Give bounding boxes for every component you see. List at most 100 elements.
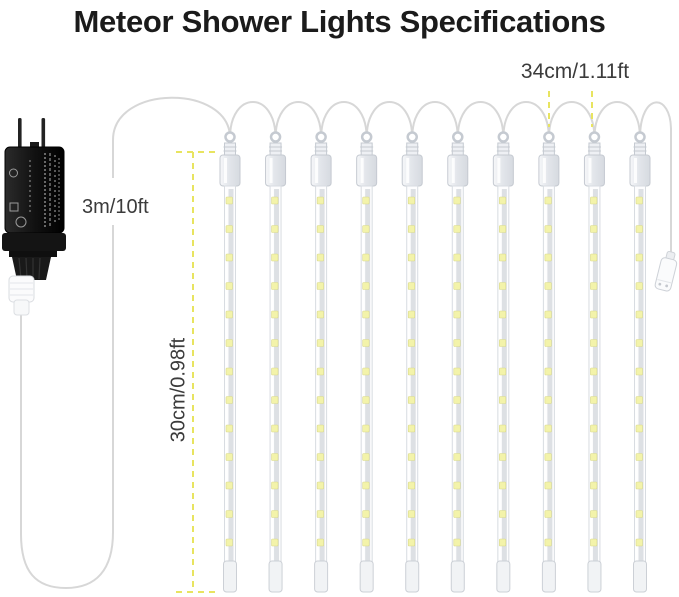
led-chip xyxy=(635,538,643,547)
tube-spacing-label: 34cm/1.11ft xyxy=(520,60,630,83)
hanging-ring xyxy=(269,131,282,143)
cable-arc xyxy=(274,101,323,139)
light-tube xyxy=(401,131,423,593)
led-chip xyxy=(271,367,279,376)
led-chip xyxy=(316,225,324,233)
led-chip xyxy=(407,453,416,461)
tube-cap xyxy=(629,154,651,187)
tube-end-cap xyxy=(496,560,511,593)
led-chip xyxy=(499,538,507,547)
led-chip xyxy=(271,510,279,518)
plug-prong xyxy=(18,118,22,150)
led-chip xyxy=(316,367,324,376)
led-chip xyxy=(225,196,233,205)
light-tube xyxy=(310,131,332,593)
led-chip xyxy=(499,396,507,404)
led-chip xyxy=(544,396,552,404)
tube-cap xyxy=(265,154,287,187)
cable-length-label: 3m/10ft xyxy=(80,178,153,225)
led-chip xyxy=(635,481,643,490)
led-chip xyxy=(453,310,461,319)
tube-cap xyxy=(583,154,605,187)
tube-end-cap xyxy=(633,560,647,593)
led-chip xyxy=(635,339,643,347)
led-chip xyxy=(271,310,279,319)
led-chip xyxy=(544,453,552,461)
tube-cap xyxy=(447,154,469,187)
adapter-print xyxy=(9,153,60,228)
led-chip xyxy=(407,538,416,547)
led-chip xyxy=(635,282,643,290)
led-chip xyxy=(635,225,643,233)
led-chip xyxy=(544,310,552,319)
tube-neck xyxy=(497,142,510,157)
led-chip xyxy=(362,510,370,518)
led-chip xyxy=(590,339,598,347)
led-chip xyxy=(407,424,416,433)
led-chip xyxy=(544,481,552,490)
led-chip xyxy=(407,339,416,347)
cable-arc xyxy=(365,101,414,139)
light-tube xyxy=(265,131,287,593)
led-chip xyxy=(271,253,279,262)
led-chip xyxy=(362,538,370,547)
hanging-ring xyxy=(315,131,327,143)
cable-arc xyxy=(320,101,368,139)
led-chip xyxy=(407,396,416,404)
led-chip xyxy=(544,339,552,347)
hanging-ring xyxy=(634,131,646,143)
led-chip xyxy=(407,196,416,205)
adapter-ridged-neck xyxy=(12,257,51,280)
led-chip xyxy=(499,253,507,262)
led-chip xyxy=(225,339,233,347)
led-chip xyxy=(407,225,416,233)
led-chip xyxy=(316,339,324,347)
tube-neck xyxy=(542,142,555,157)
led-chip xyxy=(590,510,598,518)
led-chip xyxy=(544,253,552,262)
tube-neck xyxy=(451,142,464,157)
led-chip xyxy=(544,282,552,290)
led-chip xyxy=(544,424,552,433)
led-chip xyxy=(225,253,233,262)
led-chip xyxy=(225,424,233,433)
hanging-ring xyxy=(543,131,555,143)
led-chip xyxy=(499,481,507,490)
led-chip xyxy=(271,538,279,547)
cable-arc xyxy=(593,101,641,139)
led-chip xyxy=(453,196,461,205)
hanging-ring xyxy=(497,131,510,143)
tube-length-label: 30cm/0.98ft xyxy=(167,337,190,443)
led-chip xyxy=(362,310,370,319)
power-adapter xyxy=(2,118,66,316)
cable-arc xyxy=(456,101,505,139)
connector-ribs xyxy=(10,282,33,296)
led-chip xyxy=(499,310,507,319)
led-chip xyxy=(225,367,233,376)
led-chip xyxy=(544,510,552,518)
led-chip xyxy=(316,196,324,205)
led-chip xyxy=(225,225,233,233)
led-chip xyxy=(590,424,598,433)
connecting-cable xyxy=(20,96,672,590)
led-chip xyxy=(271,481,279,490)
tube-end-cap xyxy=(541,560,556,593)
tube-cap xyxy=(356,154,378,187)
led-chip xyxy=(225,538,233,547)
led-chip xyxy=(499,424,507,433)
led-chip xyxy=(499,225,507,233)
tube-neck xyxy=(588,142,601,157)
tube-end-cap xyxy=(405,560,420,593)
led-chip xyxy=(590,453,598,461)
hanging-ring xyxy=(406,131,418,143)
led-chip xyxy=(225,510,233,518)
led-chip xyxy=(635,253,643,262)
tube-end-cap xyxy=(268,560,283,593)
led-chip xyxy=(407,253,416,262)
led-chip xyxy=(225,396,233,404)
led-chip xyxy=(271,225,279,233)
tube-cap xyxy=(538,154,560,187)
cable-arc xyxy=(639,101,672,254)
tube-end-cap xyxy=(314,560,329,593)
